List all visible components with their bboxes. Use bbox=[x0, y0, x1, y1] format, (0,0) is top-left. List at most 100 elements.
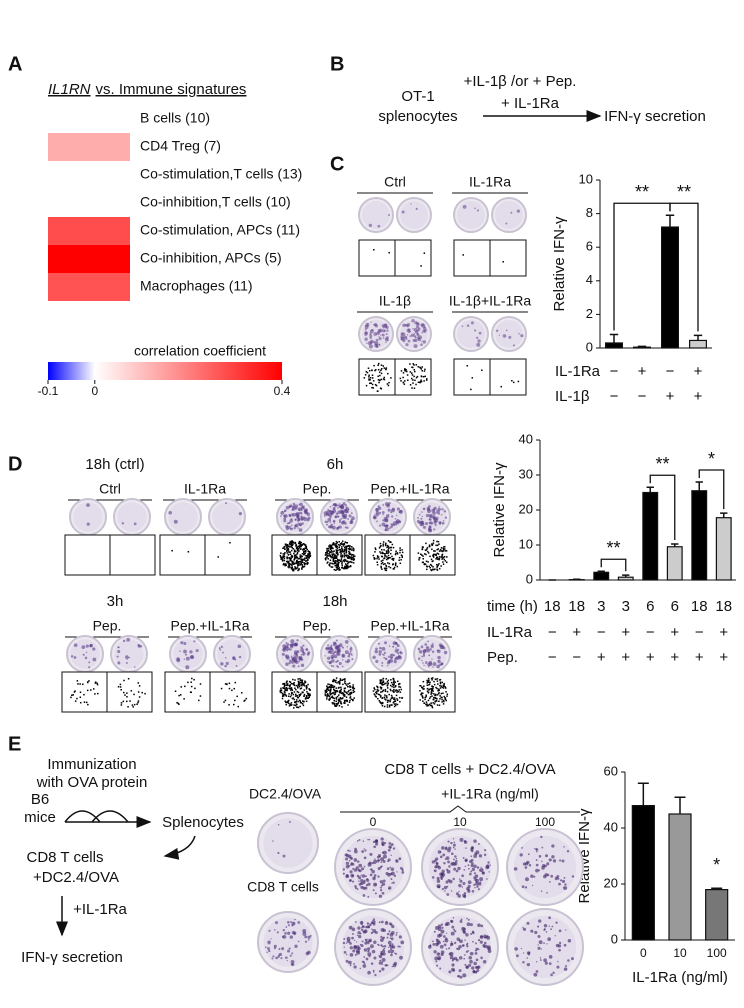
spot bbox=[513, 867, 518, 871]
spot bbox=[426, 679, 428, 682]
spot bbox=[548, 962, 552, 965]
spot bbox=[304, 559, 306, 561]
spot bbox=[381, 551, 384, 554]
spot bbox=[290, 921, 293, 924]
spot bbox=[183, 649, 187, 654]
spot bbox=[283, 695, 285, 697]
spot bbox=[348, 550, 350, 553]
spot bbox=[335, 569, 337, 572]
spot bbox=[299, 679, 302, 682]
spot bbox=[425, 694, 427, 697]
spot bbox=[288, 693, 290, 695]
spot bbox=[430, 693, 432, 695]
spot bbox=[392, 679, 395, 681]
spot bbox=[271, 957, 274, 960]
spot bbox=[379, 374, 381, 377]
spot bbox=[387, 562, 389, 564]
spot bbox=[436, 558, 439, 560]
spot bbox=[332, 686, 335, 689]
spot bbox=[346, 567, 348, 569]
spot-box bbox=[453, 239, 491, 277]
spot bbox=[382, 680, 385, 682]
spot bbox=[301, 683, 303, 686]
group-label: Pep.+IL-1Ra bbox=[371, 618, 450, 634]
spot bbox=[464, 894, 467, 897]
spot bbox=[347, 555, 350, 557]
spot bbox=[331, 562, 333, 565]
spot bbox=[299, 548, 302, 550]
spot bbox=[384, 657, 388, 661]
spot bbox=[396, 521, 400, 525]
spot bbox=[336, 557, 338, 559]
spot bbox=[470, 932, 473, 935]
spot bbox=[288, 659, 292, 663]
spot bbox=[331, 684, 334, 687]
spot bbox=[225, 661, 229, 666]
spot bbox=[390, 681, 393, 684]
spot bbox=[293, 691, 296, 693]
spot bbox=[286, 543, 289, 546]
spot bbox=[399, 650, 402, 653]
spot bbox=[408, 331, 411, 334]
spot bbox=[443, 943, 447, 947]
spot bbox=[447, 860, 450, 864]
spot bbox=[338, 686, 340, 689]
spot bbox=[427, 527, 431, 531]
spot bbox=[440, 878, 443, 880]
spot bbox=[345, 551, 348, 554]
spot bbox=[378, 558, 380, 560]
spot bbox=[366, 947, 371, 951]
spot bbox=[94, 693, 96, 695]
spot bbox=[422, 700, 424, 702]
spot bbox=[389, 556, 391, 559]
spot bbox=[351, 936, 354, 940]
spot bbox=[516, 954, 519, 958]
spot bbox=[388, 873, 391, 875]
spot bbox=[500, 385, 503, 388]
spot bbox=[286, 643, 290, 647]
spot bbox=[365, 884, 369, 887]
spot bbox=[291, 697, 294, 700]
spot bbox=[442, 548, 445, 551]
spot bbox=[288, 514, 292, 518]
spot bbox=[477, 888, 480, 891]
spot bbox=[341, 665, 344, 668]
spot bbox=[361, 960, 364, 963]
spot bbox=[436, 694, 439, 696]
spot bbox=[337, 666, 340, 669]
label: CD8 T cells + DC2.4/OVA bbox=[384, 761, 555, 778]
spot bbox=[328, 509, 331, 512]
spot bbox=[389, 700, 391, 703]
spot bbox=[381, 841, 385, 845]
spot bbox=[407, 379, 409, 381]
spot bbox=[183, 641, 187, 646]
spot bbox=[123, 691, 125, 694]
spot bbox=[337, 681, 340, 683]
spot bbox=[389, 566, 392, 569]
spot bbox=[425, 560, 428, 563]
spot bbox=[303, 693, 306, 696]
spot bbox=[453, 941, 457, 945]
spot bbox=[477, 843, 480, 845]
spot bbox=[347, 685, 349, 688]
spot bbox=[305, 688, 308, 690]
spot bbox=[402, 339, 406, 343]
spot bbox=[287, 695, 290, 698]
spot bbox=[479, 868, 484, 873]
spot bbox=[291, 661, 294, 664]
spot bbox=[347, 683, 349, 685]
spot bbox=[396, 689, 398, 692]
spot bbox=[116, 655, 119, 658]
spot bbox=[335, 560, 338, 562]
spot bbox=[336, 704, 338, 706]
spot bbox=[439, 695, 441, 697]
spot bbox=[295, 557, 298, 559]
spot bbox=[304, 562, 307, 565]
spot bbox=[421, 332, 423, 334]
spot bbox=[385, 678, 387, 680]
spot bbox=[390, 843, 394, 846]
spot bbox=[294, 518, 297, 522]
spot bbox=[284, 700, 286, 702]
spot bbox=[334, 554, 336, 556]
spot bbox=[444, 550, 446, 552]
